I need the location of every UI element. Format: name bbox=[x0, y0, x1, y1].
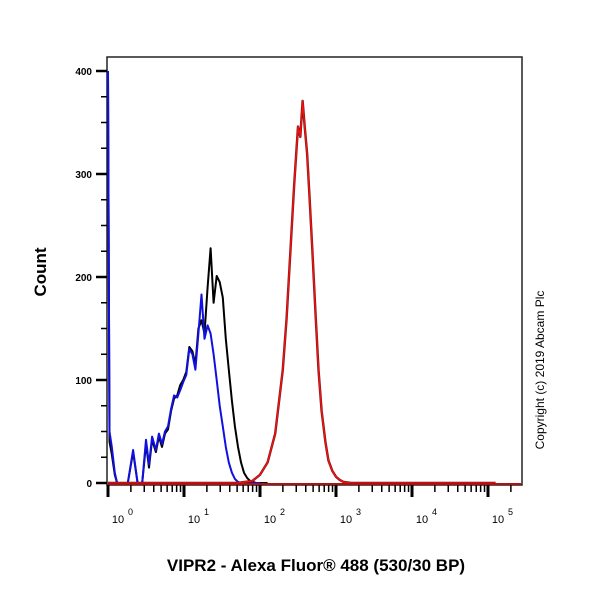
copyright-annotation: Copyright (c) 2019 Abcam Plc bbox=[533, 291, 547, 450]
x-tick-exponent: 0 bbox=[128, 507, 133, 517]
x-tick-label: 10 bbox=[416, 514, 428, 526]
x-tick-label: 10 bbox=[188, 514, 200, 526]
series-red-shadow bbox=[108, 99, 496, 485]
x-tick-label: 10 bbox=[112, 514, 124, 526]
x-axis: 10 0 10 1 10 2 10 3 10 4 10 5 bbox=[106, 485, 513, 526]
series-black-unstained-control bbox=[107, 70, 268, 484]
series-layer bbox=[107, 70, 496, 485]
x-tick-label: 10 bbox=[340, 514, 352, 526]
x-tick-label: 10 bbox=[264, 514, 276, 526]
x-tick-exponent: 4 bbox=[432, 507, 437, 517]
x-tick-label: 10 bbox=[492, 514, 504, 526]
x-tick-exponent: 1 bbox=[204, 507, 209, 517]
y-tick-label: 100 bbox=[75, 376, 92, 387]
y-axis-label: Count bbox=[31, 247, 50, 296]
series-red-vipr2-antibody bbox=[108, 100, 496, 484]
y-tick-label: 0 bbox=[86, 479, 92, 490]
y-tick-label: 400 bbox=[75, 67, 92, 78]
y-axis: 0 100 200 300 400 bbox=[75, 67, 107, 490]
y-tick-label: 200 bbox=[75, 273, 92, 284]
series-blue-isotype-control bbox=[107, 70, 260, 484]
x-axis-label: VIPR2 - Alexa Fluor® 488 (530/30 BP) bbox=[167, 556, 465, 575]
x-tick-exponent: 3 bbox=[356, 507, 361, 517]
x-tick-exponent: 2 bbox=[280, 507, 285, 517]
y-tick-label: 300 bbox=[75, 170, 92, 181]
x-tick-exponent: 5 bbox=[508, 507, 513, 517]
